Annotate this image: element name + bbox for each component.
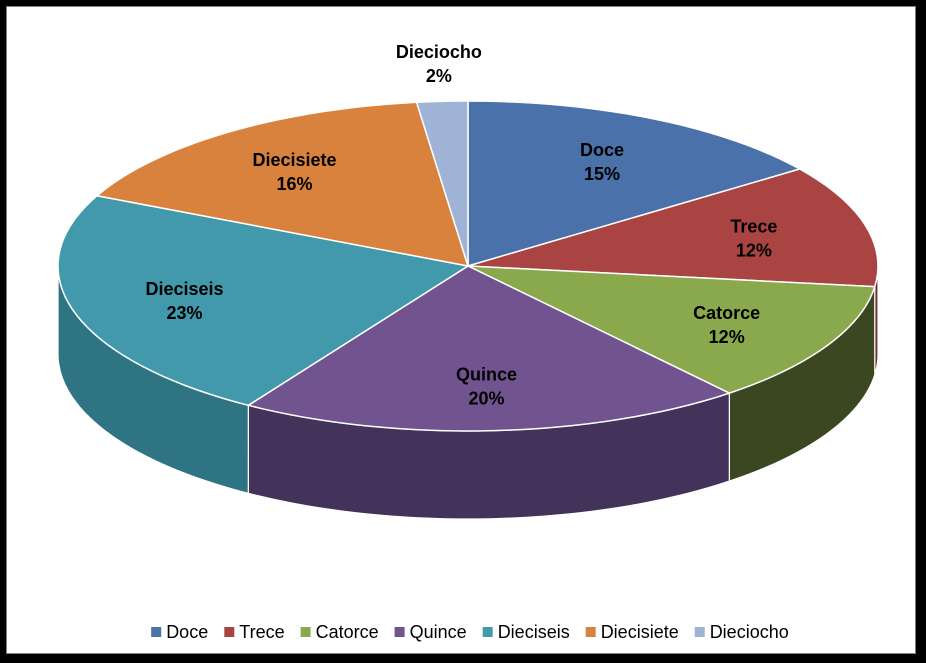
legend-swatch-doce [151,627,162,637]
legend-label-trece: Trece [239,622,284,642]
slice-label-name-trece: Trece [730,217,777,237]
legend-label-catorce: Catorce [316,622,379,642]
pie-slice-dieciocho [415,100,469,267]
legend-swatch-dieciocho [694,627,705,637]
pie-slice-doce [467,100,801,267]
slice-label-value-quince: 20% [468,389,504,409]
legend-label-dieciseis: Dieciseis [498,622,570,642]
pie-slices [57,100,879,432]
slice-label-name-diecisiete: Diecisiete [252,150,336,170]
slice-labels: Doce 15% Trece 12% Catorce 12% Quince 20% Diecis… [145,42,777,409]
slice-label-name-dieciseis: Dieciseis [145,279,223,299]
slice-label-value-trece: 12% [736,241,772,261]
legend-swatch-catorce [300,627,311,637]
pie-slice-quince [247,265,731,432]
slice-label-value-dieciseis: 23% [166,303,202,323]
slice-label-value-diecisiete: 16% [276,174,312,194]
slice-label-name-doce: Doce [580,140,624,160]
pie-slice-catorce [467,265,876,394]
legend-label-doce: Doce [166,622,208,642]
legend-label-dieciocho: Dieciocho [710,622,789,642]
pie-slice-trece [467,168,879,288]
slice-label-name-dieciocho: Dieciocho [396,42,482,62]
pie-slice-dieciseis [57,195,469,407]
legend-label-diecisiete: Diecisiete [601,622,679,642]
legend: Doce Trece Catorce Quince Dieciseis Diecisiet… [151,622,789,642]
legend-swatch-trece [224,627,235,637]
pie-slice-diecisiete [96,101,469,267]
slice-label-value-catorce: 12% [709,327,745,347]
legend-swatch-diecisiete [585,627,596,637]
legend-label-quince: Quince [410,622,467,642]
slice-label-name-quince: Quince [456,365,517,385]
slice-label-value-doce: 15% [584,164,620,184]
legend-swatch-quince [394,627,405,637]
slice-label-name-catorce: Catorce [693,303,760,323]
legend-swatch-dieciseis [482,627,493,637]
slice-label-value-dieciocho: 2% [426,66,452,86]
